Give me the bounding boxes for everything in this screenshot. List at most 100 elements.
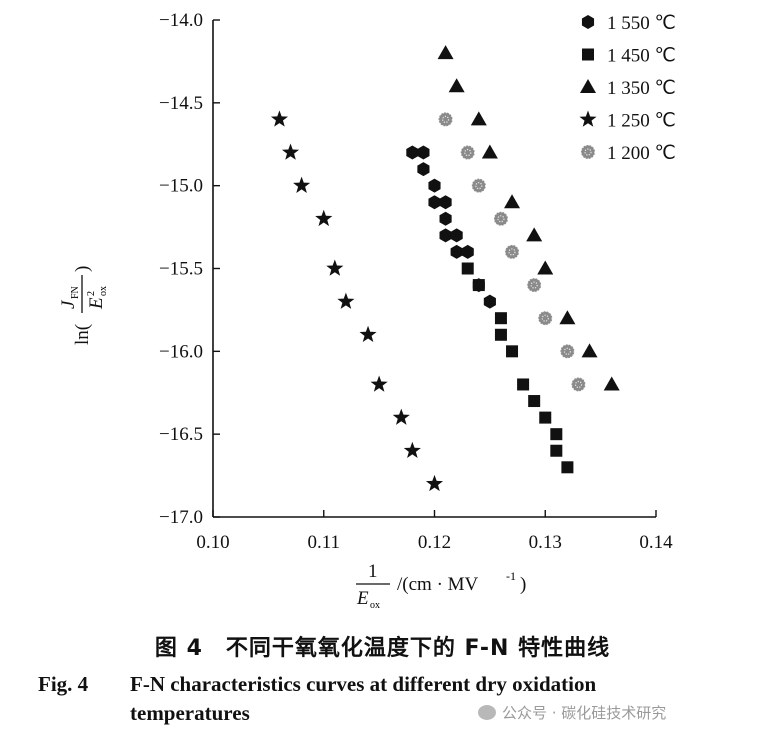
y-tick-label: −15.5	[159, 259, 203, 280]
y-tick-label: −16.5	[159, 424, 203, 445]
data-point-dotted-circle	[471, 177, 487, 194]
data-point-triangle	[437, 45, 454, 60]
xlabel-den: E	[356, 588, 369, 609]
data-point-star	[293, 176, 311, 193]
data-point-hexagon	[450, 228, 463, 243]
data-point-square	[528, 395, 541, 408]
x-tick-label: 0.10	[196, 532, 229, 553]
data-point-dotted-circle	[537, 310, 553, 326]
data-point-dotted-circle	[570, 376, 587, 393]
data-point-dotted-circle	[437, 111, 454, 128]
legend-label: 1 250 ℃	[607, 111, 676, 132]
y-tick-label: −16.0	[159, 341, 203, 362]
ylabel-den-sup: 2	[86, 291, 97, 296]
ylabel-den: E	[86, 297, 107, 310]
data-point-hexagon	[439, 211, 452, 226]
data-point-star	[370, 375, 388, 392]
data-point-square	[539, 411, 552, 424]
legend-marker-hexagon	[581, 15, 595, 29]
y-tick-label: −14.0	[159, 10, 203, 31]
data-point-square	[494, 328, 507, 341]
data-point-dotted-circle	[504, 244, 520, 260]
y-axis-label: ln( J FN E 2 ox )	[58, 266, 109, 345]
data-point-hexagon	[406, 145, 419, 160]
data-point-square	[506, 345, 519, 358]
data-point-hexagon	[417, 162, 430, 177]
legend-label: 1 350 ℃	[607, 78, 676, 99]
data-point-triangle	[481, 144, 498, 159]
watermark: 公众号 · 碳化硅技术研究	[478, 702, 758, 723]
data-point-triangle	[526, 227, 543, 242]
data-point-hexagon	[439, 195, 452, 210]
data-point-star	[359, 325, 377, 343]
caption-en-line1: F-N characteristics curves at different …	[130, 672, 597, 696]
legend-label: 1 200 ℃	[607, 143, 676, 164]
data-point-star	[326, 259, 344, 276]
data-point-square	[550, 444, 563, 457]
data-point-triangle	[537, 260, 554, 275]
xlabel-num: 1	[368, 561, 378, 582]
data-point-star	[270, 110, 289, 127]
legend-marker-star	[579, 110, 597, 127]
data-point-dotted-circle	[526, 277, 542, 293]
watermark-text: 公众号 · 碳化硅技术研究	[502, 704, 667, 722]
data-point-triangle	[448, 78, 465, 93]
data-point-square	[494, 312, 507, 325]
data-point-dotted-circle	[559, 343, 576, 360]
ylabel-den-sub: ox	[98, 286, 109, 296]
data-point-square	[472, 279, 485, 292]
data-point-hexagon	[428, 195, 441, 210]
caption-english: Fig. 4 F-N characteristics curves at diff…	[38, 670, 750, 728]
data-point-dotted-circle	[459, 144, 476, 161]
ylabel-num: J	[58, 299, 79, 309]
legend-marker-square	[582, 48, 594, 61]
xlabel-unit-sup: -1	[506, 569, 516, 583]
xlabel-unit: /(cm · MV	[397, 574, 479, 595]
legend: 1 550 ℃ 1 450 ℃ 1 350 ℃ 1 250 ℃ 1 200 ℃	[579, 13, 676, 164]
xlabel-den-sub: ox	[370, 600, 380, 611]
x-axis-label: 1 E ox /(cm · MV -1 )	[356, 561, 526, 611]
caption-chinese: 图 4 不同干氧氧化温度下的 F-N 特性曲线	[154, 636, 611, 661]
caption-fig-number: Fig. 4	[38, 672, 89, 696]
data-point-hexagon	[461, 244, 474, 259]
data-point-hexagon	[483, 294, 496, 309]
ylabel-num-sub: FN	[70, 286, 81, 299]
data-point-star	[337, 292, 355, 309]
legend-label: 1 550 ℃	[607, 13, 676, 34]
legend-label: 1 450 ℃	[607, 46, 676, 67]
data-point-triangle	[603, 376, 620, 391]
data-point-dotted-circle	[493, 211, 509, 227]
y-tick-label: −15.0	[159, 176, 203, 197]
data-point-hexagon	[417, 145, 430, 160]
data-point-triangle	[559, 310, 576, 325]
caption-en-line2: temperatures	[130, 701, 250, 725]
data-point-hexagon	[450, 244, 463, 259]
y-tick-label: −17.0	[159, 507, 203, 528]
wechat-icon	[478, 705, 496, 720]
data-point-star	[315, 209, 333, 227]
data-point-star	[403, 441, 421, 459]
data-point-triangle	[504, 194, 521, 209]
data-point-hexagon	[439, 228, 452, 243]
y-tick-label: −14.5	[159, 93, 203, 114]
fn-chart: 0.10 0.11 0.12 0.13 0.14 −14.0 −14.5 −15.0 −15.5…	[58, 10, 676, 611]
legend-marker-dotted-circle	[580, 144, 596, 160]
data-point-star	[281, 143, 300, 160]
data-point-square	[517, 378, 530, 391]
x-tick-label: 0.13	[529, 532, 562, 553]
data-point-square	[550, 428, 563, 441]
tick-layer: 0.10 0.11 0.12 0.13 0.14 −14.0 −14.5 −15.0 −15.5…	[159, 10, 673, 553]
data-point-star	[392, 408, 410, 425]
legend-marker-triangle	[580, 79, 596, 93]
xlabel-close: )	[520, 574, 526, 595]
data-point-triangle	[470, 111, 487, 126]
data-point-hexagon	[428, 178, 441, 193]
points-layer	[270, 45, 620, 492]
x-tick-label: 0.14	[639, 532, 673, 553]
ylabel-ln: ln(	[72, 324, 93, 345]
data-point-triangle	[581, 343, 598, 358]
data-point-square	[461, 262, 474, 275]
data-point-star	[425, 474, 444, 492]
x-tick-label: 0.12	[418, 532, 451, 553]
x-tick-label: 0.11	[307, 532, 340, 553]
